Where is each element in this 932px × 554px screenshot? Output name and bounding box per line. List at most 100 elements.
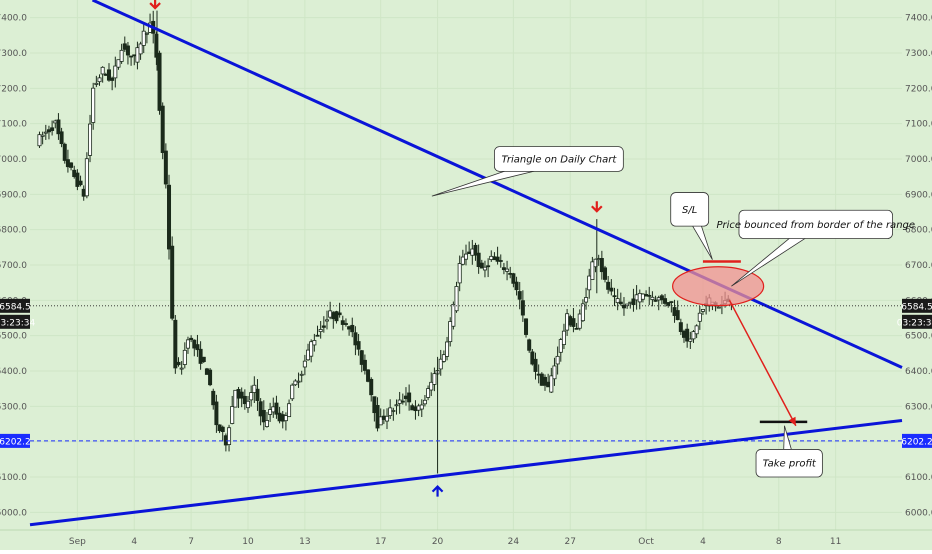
candle-body (362, 359, 367, 371)
candle-body (467, 251, 472, 254)
candle-body (524, 318, 529, 335)
candle-body (606, 281, 611, 290)
y-tick-label-right: 7300.0 (905, 49, 932, 59)
candle-body (372, 396, 377, 414)
candle-body (227, 427, 232, 445)
x-tick-label: 7 (188, 537, 194, 547)
candle-body (596, 258, 601, 261)
candle-body (678, 322, 683, 332)
candle-body (555, 355, 560, 365)
y-tick-label-left: 6700.0 (0, 261, 27, 271)
y-tick-label-right: 7100.0 (905, 120, 932, 130)
candle-body (691, 331, 696, 340)
candle-body (81, 188, 86, 197)
highlight-circle (672, 266, 765, 307)
candle-body (460, 256, 465, 265)
candle-body (334, 311, 339, 322)
candle-body (473, 244, 478, 256)
candle-body (669, 301, 674, 304)
current-price-tag-left: 6584.5 (0, 302, 31, 312)
candle-body (59, 131, 64, 145)
candle-body (236, 389, 241, 399)
x-tick-label: 24 (508, 537, 520, 547)
candle-body (290, 384, 295, 400)
candle-body (407, 392, 412, 403)
callout-price-bounced-box (738, 209, 893, 239)
candle-body (119, 49, 124, 62)
candle-body (454, 286, 459, 312)
candle-body (482, 266, 487, 271)
candle-body (100, 66, 105, 75)
candle-body (479, 262, 484, 269)
current-price-tag-right-box (902, 298, 932, 313)
candle-body (603, 267, 608, 280)
candle-body (618, 301, 623, 305)
candle-body (505, 268, 510, 272)
y-tick-label-right: 6700.0 (905, 261, 932, 271)
candle-body (154, 33, 159, 58)
x-tick-label: 27 (565, 537, 576, 547)
candle-body (211, 390, 216, 406)
candle-body (189, 337, 194, 340)
candle-body (429, 381, 434, 391)
projection-arrow-head (788, 416, 796, 426)
candle-body (343, 323, 348, 325)
candle-body (609, 287, 614, 292)
countdown-tag-left-box (0, 314, 30, 329)
y-tick-label-right: 7200.0 (905, 84, 932, 94)
x-tick-label: 10 (242, 537, 254, 547)
y-tick-label-left: 6000.0 (0, 508, 27, 518)
candle-body (91, 87, 96, 123)
grid (30, 0, 902, 530)
candle-body (511, 273, 516, 284)
candle-body (441, 354, 446, 362)
candle-body (565, 313, 570, 331)
y-tick-label-left: 7300.0 (0, 49, 27, 59)
candle-body (280, 414, 285, 422)
candle-body (116, 59, 121, 68)
x-tick-label: 11 (830, 537, 841, 547)
candle-body (176, 361, 181, 366)
candle-body (192, 339, 197, 349)
candle-body (318, 329, 323, 333)
candle-body (675, 310, 680, 321)
candle-body (328, 310, 333, 318)
candle-body (451, 303, 456, 327)
countdown-tag-right-box (902, 314, 932, 329)
candle-body (340, 320, 345, 325)
y-tick-label-left: 7100.0 (0, 120, 27, 130)
candle-body (533, 358, 538, 372)
x-tick-label: 4 (700, 537, 706, 547)
candle-body (640, 293, 645, 300)
candle-body (650, 296, 655, 300)
candle-body (403, 395, 408, 400)
candle-body (69, 162, 74, 168)
candle-body (486, 265, 491, 268)
candle-body (584, 297, 589, 303)
support-tag-right: 6202.2 (901, 437, 932, 447)
candle-body (577, 313, 582, 329)
candle-body (375, 405, 380, 429)
candle-body (65, 159, 70, 168)
candle-body (663, 298, 668, 304)
candle-body (233, 389, 238, 408)
candle-body (615, 298, 620, 304)
candle-body (331, 312, 336, 320)
callout-take-profit: Take profit (755, 425, 823, 478)
candle-body (283, 415, 288, 422)
support-tag-left: 6202.2 (0, 437, 31, 447)
candle-body (350, 324, 355, 333)
candle-body (208, 369, 213, 386)
candle-body (685, 328, 690, 342)
y-tick-label-left: 7200.0 (0, 84, 27, 94)
current-price-tag-right: 6584.5 (901, 302, 932, 312)
candle-body (366, 369, 371, 382)
candle-body (517, 291, 522, 300)
y-tick-label-left: 7400.0 (0, 14, 27, 24)
candle-body (419, 404, 424, 410)
red-arrow-mid (591, 201, 603, 213)
candle-body (141, 30, 146, 46)
candle-body (416, 405, 421, 411)
candle-body (422, 399, 427, 405)
candle-body (457, 263, 462, 284)
